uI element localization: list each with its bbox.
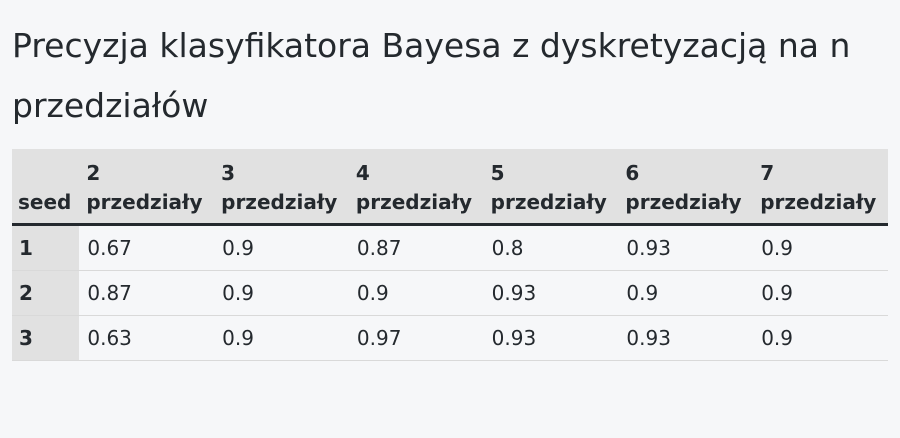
table-cell: 0.87 [348,224,484,271]
column-header-label: przedziały [490,190,607,214]
column-header-3: 3 przedziały [214,149,349,226]
table-header: seed 2 przedziały 3 przedziały 4 przedziały… [12,149,888,226]
table-cell: 0.63 [79,315,215,361]
table-body: 1 0.67 0.9 0.87 0.8 0.93 0.9 2 0.87 0.9 … [12,224,888,361]
table-cell: 0.9 [753,224,888,271]
table-cell: 0.87 [79,270,215,316]
column-header-number: 7 [760,161,775,185]
column-header-number: 5 [490,161,505,185]
table-cell: 0.93 [483,315,619,361]
table-row: 2 0.87 0.9 0.9 0.93 0.9 0.9 [12,270,888,316]
column-header-label: przedziały [86,190,203,214]
column-header-4: 4 przedziały [348,149,484,226]
row-seed: 1 [12,224,80,271]
table-cell: 0.67 [79,224,215,271]
column-header-label: przedziały [221,190,338,214]
table-cell: 0.93 [618,315,754,361]
table-cell: 0.9 [753,270,888,316]
column-header-5: 5 przedziały [483,149,619,226]
results-table: seed 2 przedziały 3 przedziały 4 przedziały… [12,149,888,361]
table-row: 1 0.67 0.9 0.87 0.8 0.93 0.9 [12,224,888,271]
table-cell: 0.9 [214,270,349,316]
table-cell: 0.9 [348,270,484,316]
page-title: Precyzja klasyfikatora Bayesa z dyskrety… [12,26,851,125]
table-cell: 0.9 [214,315,349,361]
column-header-number: 3 [221,161,236,185]
table-cell: 0.9 [618,270,754,316]
column-header-number: 2 [86,161,101,185]
column-header-7: 7 przedziały [753,149,888,226]
table-cell: 0.9 [214,224,349,271]
column-header-2: 2 przedziały [79,149,215,226]
table-cell: 0.93 [483,270,619,316]
column-header-label: przedziały [760,190,877,214]
row-seed: 3 [12,315,80,361]
table-cell: 0.97 [348,315,484,361]
column-header-6: 6 przedziały [618,149,754,226]
table-row: 3 0.63 0.9 0.97 0.93 0.93 0.9 [12,315,888,361]
column-header-number: 4 [355,161,370,185]
row-seed: 2 [12,270,80,316]
column-header-seed: seed [12,149,80,226]
table-cell: 0.8 [483,224,619,271]
header-row: seed 2 przedziały 3 przedziały 4 przedziały… [12,149,888,226]
table-cell: 0.93 [618,224,754,271]
column-header-number: 6 [625,161,640,185]
column-header-label: przedziały [625,190,742,214]
table-cell: 0.9 [753,315,888,361]
column-header-label: przedziały [355,190,473,214]
